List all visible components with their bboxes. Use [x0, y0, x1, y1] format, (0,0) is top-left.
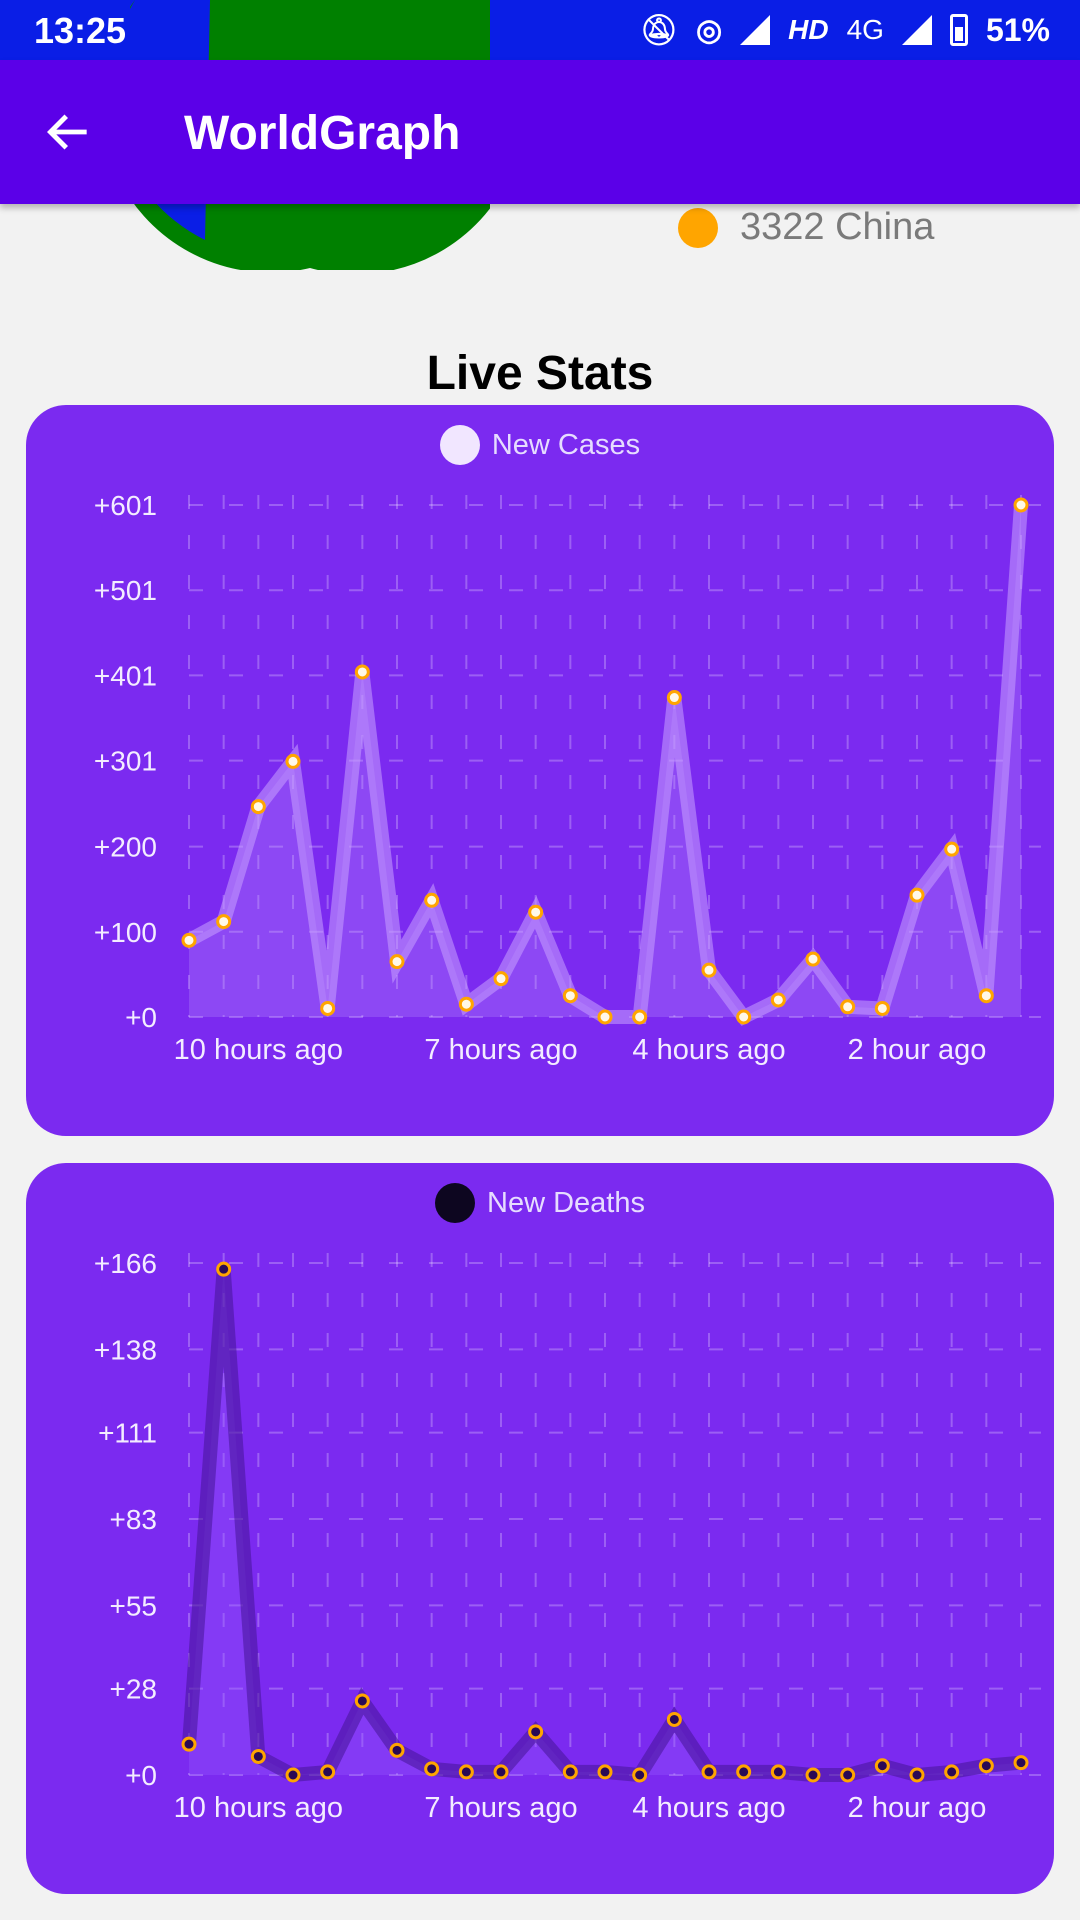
x-tick-label: 2 hour ago [848, 1034, 987, 1066]
data-point [389, 954, 405, 970]
data-point [736, 1764, 752, 1780]
data-point [909, 887, 925, 903]
data-point [805, 951, 821, 967]
y-tick-label: +28 [110, 1674, 158, 1705]
data-point [840, 1767, 856, 1783]
new-deaths-chart-card: New Deaths +0 +28 +55 +83 +111 +138 +166 10 hou… [26, 1163, 1054, 1894]
app-bar: WorldGraph [0, 60, 1080, 204]
legend-label: 3322 China [740, 206, 935, 248]
data-point [632, 1009, 648, 1025]
x-tick-label: 2 hour ago [848, 1792, 987, 1824]
legend-series-name: New Deaths [487, 1186, 645, 1219]
data-point [181, 1736, 197, 1752]
data-point [736, 1009, 752, 1025]
data-point [424, 1761, 440, 1777]
x-tick-label: 7 hours ago [424, 1034, 577, 1066]
data-point [840, 999, 856, 1015]
data-point [874, 1000, 890, 1016]
data-point [562, 1764, 578, 1780]
arrow-back-icon[interactable] [40, 104, 96, 160]
data-point [978, 988, 994, 1004]
data-point [250, 1748, 266, 1764]
x-tick-label: 10 hours ago [174, 1034, 343, 1066]
data-point [944, 841, 960, 857]
data-point [770, 992, 786, 1008]
y-tick-label: +200 [94, 832, 157, 863]
data-point [978, 1758, 994, 1774]
chart-legend: New Deaths [26, 1183, 1054, 1223]
mute-icon: 🔕︎ [639, 13, 678, 47]
new-deaths-line-chart: +0 +28 +55 +83 +111 +138 +166 10 hours ago 7 hou… [94, 1248, 1041, 1824]
y-tick-label: +301 [94, 746, 157, 777]
data-point [285, 1767, 301, 1783]
data-point [1013, 497, 1029, 513]
hotspot-icon: ◎ [695, 13, 723, 47]
data-point [528, 1724, 544, 1740]
chart-legend: New Cases [26, 425, 1054, 465]
data-point [250, 799, 266, 815]
data-point [874, 1758, 890, 1774]
data-point [389, 1742, 405, 1758]
data-point [285, 753, 301, 769]
legend-swatch [435, 1183, 476, 1223]
system-icons: 🔕︎ ◎ HD 4G 51% [640, 10, 1050, 50]
battery-icon [949, 14, 968, 46]
y-tick-label: +0 [125, 1760, 157, 1791]
x-tick-label: 10 hours ago [174, 1792, 343, 1824]
battery-percent: 51% [985, 11, 1050, 48]
data-point [181, 932, 197, 948]
y-tick-label: +401 [94, 660, 157, 691]
data-point [354, 664, 370, 680]
data-point [701, 1764, 717, 1780]
new-cases-chart-card: New Cases +0 +100 +200 +301 +401 +501 +601 10 h… [26, 405, 1054, 1136]
pie-legend-item: 3322 China [678, 206, 934, 249]
data-point [562, 988, 578, 1004]
data-point [666, 1711, 682, 1727]
x-tick-label: 4 hours ago [632, 1034, 785, 1066]
data-point [632, 1767, 648, 1783]
data-point [597, 1764, 613, 1780]
data-point [493, 1764, 509, 1780]
x-tick-label: 4 hours ago [632, 1792, 785, 1824]
data-point [701, 962, 717, 978]
data-point [909, 1767, 925, 1783]
data-point [944, 1764, 960, 1780]
y-tick-label: +0 [125, 1002, 157, 1033]
y-tick-label: +501 [94, 575, 157, 606]
y-tick-label: +601 [94, 490, 157, 521]
network-type: 4G [846, 14, 884, 45]
data-point [458, 996, 474, 1012]
data-point [493, 971, 509, 987]
y-tick-label: +55 [110, 1590, 158, 1621]
section-title: Live Stats [426, 347, 654, 400]
y-tick-label: +83 [110, 1504, 158, 1535]
status-time: 13:25 [34, 10, 127, 51]
y-tick-label: +166 [94, 1248, 157, 1279]
signal-icon [740, 15, 771, 45]
data-point [216, 1261, 232, 1277]
data-point [1013, 1755, 1029, 1771]
new-cases-line-chart: +0 +100 +200 +301 +401 +501 +601 10 hours ago 7 … [94, 490, 1041, 1066]
y-tick-label: +138 [94, 1334, 157, 1365]
data-point [320, 1764, 336, 1780]
data-point [424, 892, 440, 908]
data-point [805, 1767, 821, 1783]
data-point [216, 914, 232, 930]
data-point [320, 1000, 336, 1016]
x-tick-label: 7 hours ago [424, 1792, 577, 1824]
data-point [666, 690, 682, 706]
legend-series-name: New Cases [491, 428, 641, 461]
app-title: WorldGraph [184, 107, 461, 160]
legend-swatch [439, 425, 480, 465]
network-label: HD [788, 14, 829, 45]
y-tick-label: +100 [94, 917, 157, 948]
data-point [770, 1764, 786, 1780]
y-tick-label: +111 [98, 1418, 157, 1449]
signal-icon-2 [901, 15, 932, 45]
data-point [354, 1693, 370, 1709]
legend-color-dot [678, 207, 718, 248]
data-point [597, 1009, 613, 1025]
data-point [458, 1764, 474, 1780]
data-point [528, 904, 544, 920]
